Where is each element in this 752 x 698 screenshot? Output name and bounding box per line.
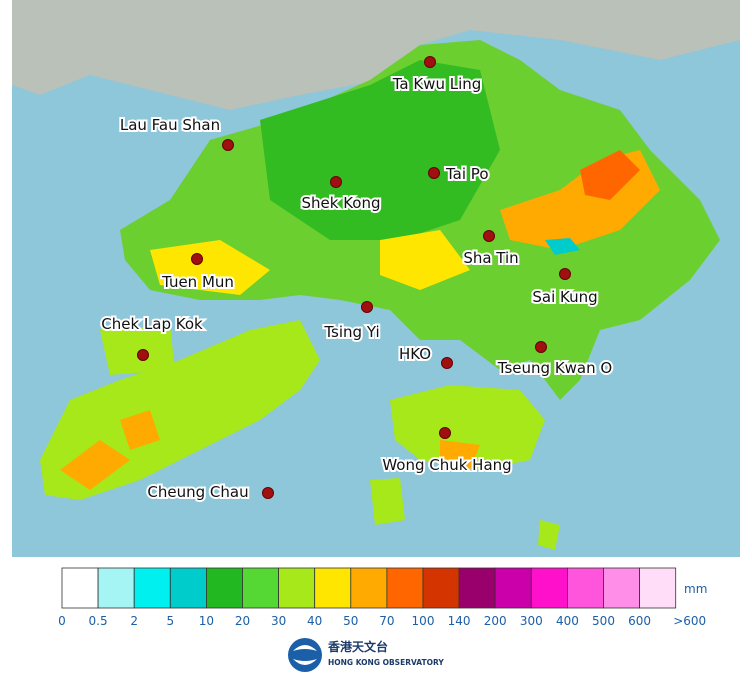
station-label: Ta Kwu Ling [392,75,482,93]
legend-label: 0 [58,614,66,628]
station-dot [483,230,495,242]
legend-swatch [133,567,171,609]
legend-label: 400 [556,614,579,628]
station-label: Lau Fau Shan [120,116,220,134]
legend-swatch [61,567,99,609]
legend-swatch [205,567,243,609]
legend-swatch [567,567,604,609]
station-dot [361,301,373,313]
legend-swatch [350,567,388,609]
legend-label: 10 [199,614,214,628]
legend-label: 2 [130,614,138,628]
station-label: Tai Po [445,165,489,183]
station-dot [262,487,274,499]
legend-label: 40 [307,614,322,628]
station-dot [441,357,453,369]
lantau-orange [60,410,160,490]
station-dot [439,427,451,439]
legend-label: 100 [412,614,435,628]
station-dot [424,56,436,68]
legend-swatch [458,567,496,609]
station-label: Shek Kong [301,194,380,212]
station-label: Tsing Yi [323,323,379,341]
legend-label: 140 [448,614,471,628]
legend-swatch [422,567,460,609]
hk-island [390,385,545,470]
station-label: Tseung Kwan O [497,359,612,377]
legend-label: 20 [235,614,250,628]
station-dot [330,176,342,188]
legend-swatch [494,567,532,609]
cyan-area [545,238,580,255]
station-dot [535,341,547,353]
legend-swatch [97,567,135,609]
legend-label: 500 [592,614,615,628]
station-label: Tuen Mun [161,273,234,291]
legend-label: 70 [379,614,394,628]
station-dot [428,167,440,179]
legend-label: 30 [271,614,286,628]
legend-swatch [278,567,316,609]
legend-label: 600 [628,614,651,628]
airport [100,325,175,375]
island-orange [440,440,480,470]
legend-swatch [530,567,568,609]
station-label: HKO [399,345,431,363]
heavy-area [260,60,500,240]
legend-swatch [386,567,424,609]
legend-label: 200 [484,614,507,628]
red-area [580,150,640,200]
legend-swatch [639,567,677,609]
legend-swatch [242,567,279,609]
station-label: Wong Chuk Hang [382,456,511,474]
station-dot [559,268,571,280]
legend-swatch [603,567,640,609]
station-dot [137,349,149,361]
mainland [12,0,740,110]
legend: 0 0.5 2 5 10 20 30 40 50 70 100 140 200 300 400 500 600 >… [58,567,707,628]
legend-label: >600 [673,614,706,628]
yellow-area [150,230,470,295]
legend-label: 50 [343,614,358,628]
station-label: Chek Lap Kok [101,315,203,333]
legend-label: 5 [166,614,174,628]
legend-label: 300 [520,614,543,628]
logo-icon [288,638,322,672]
logo-english: HONG KONG OBSERVATORY [328,658,444,667]
logo-chinese: 香港天文台 [327,639,388,654]
islets [370,478,560,550]
station-dot [191,253,203,265]
legend-unit: mm [684,582,707,596]
station-label: Sha Tin [463,249,518,267]
station-label: Cheung Chau [147,483,248,501]
legend-swatch [314,567,352,609]
legend-swatch [169,567,207,609]
station-label: Sai Kung [532,288,597,306]
legend-label: 0.5 [89,614,108,628]
station-dot [222,139,234,151]
